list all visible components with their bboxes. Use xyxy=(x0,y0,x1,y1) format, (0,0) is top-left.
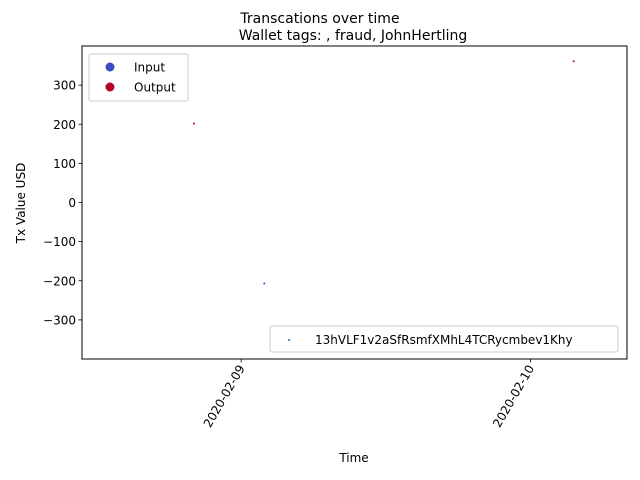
legend-marker-wallet xyxy=(288,339,290,341)
data-point-input xyxy=(263,282,266,285)
y-tick-label: 0 xyxy=(68,196,76,210)
y-tick-label: 100 xyxy=(53,157,76,171)
legend-bottom-right: 13hVLF1v2aSfRsmfXMhL4TCRycmbev1Khy xyxy=(269,325,619,353)
y-tick-label: 300 xyxy=(53,79,76,93)
y-tick-label: 200 xyxy=(53,118,76,132)
y-tick-label: −300 xyxy=(43,313,76,327)
plot-frame xyxy=(81,45,628,360)
x-axis-label: Time xyxy=(338,451,368,465)
chart-suptitle: Transcations over time xyxy=(239,11,399,27)
legend-marker-output xyxy=(105,82,115,92)
y-tick-label: −100 xyxy=(43,235,76,249)
data-point-output xyxy=(572,60,575,63)
x-tick-label: 2020-02-10 xyxy=(490,363,537,430)
legend-label-wallet: 13hVLF1v2aSfRsmfXMhL4TCRycmbev1Khy xyxy=(315,333,573,347)
data-point-output xyxy=(192,122,195,125)
y-axis-label: Tx Value USD xyxy=(14,163,28,245)
legend-label-output: Output xyxy=(134,81,176,95)
y-tick-label: −200 xyxy=(43,274,76,288)
data-points xyxy=(192,60,575,285)
chart-title: Wallet tags: , fraud, JohnHertling xyxy=(239,28,467,44)
legend-label-input: Input xyxy=(134,61,165,75)
x-tick-label: 2020-02-09 xyxy=(201,363,248,430)
legend-frame xyxy=(269,325,619,353)
legend-top-left: Input Output xyxy=(88,53,189,102)
axis-ticks: −300 −200 −100 0 100 200 300 2020-02-09 2020-02-… xyxy=(43,79,537,430)
legend-marker-input xyxy=(105,62,115,72)
